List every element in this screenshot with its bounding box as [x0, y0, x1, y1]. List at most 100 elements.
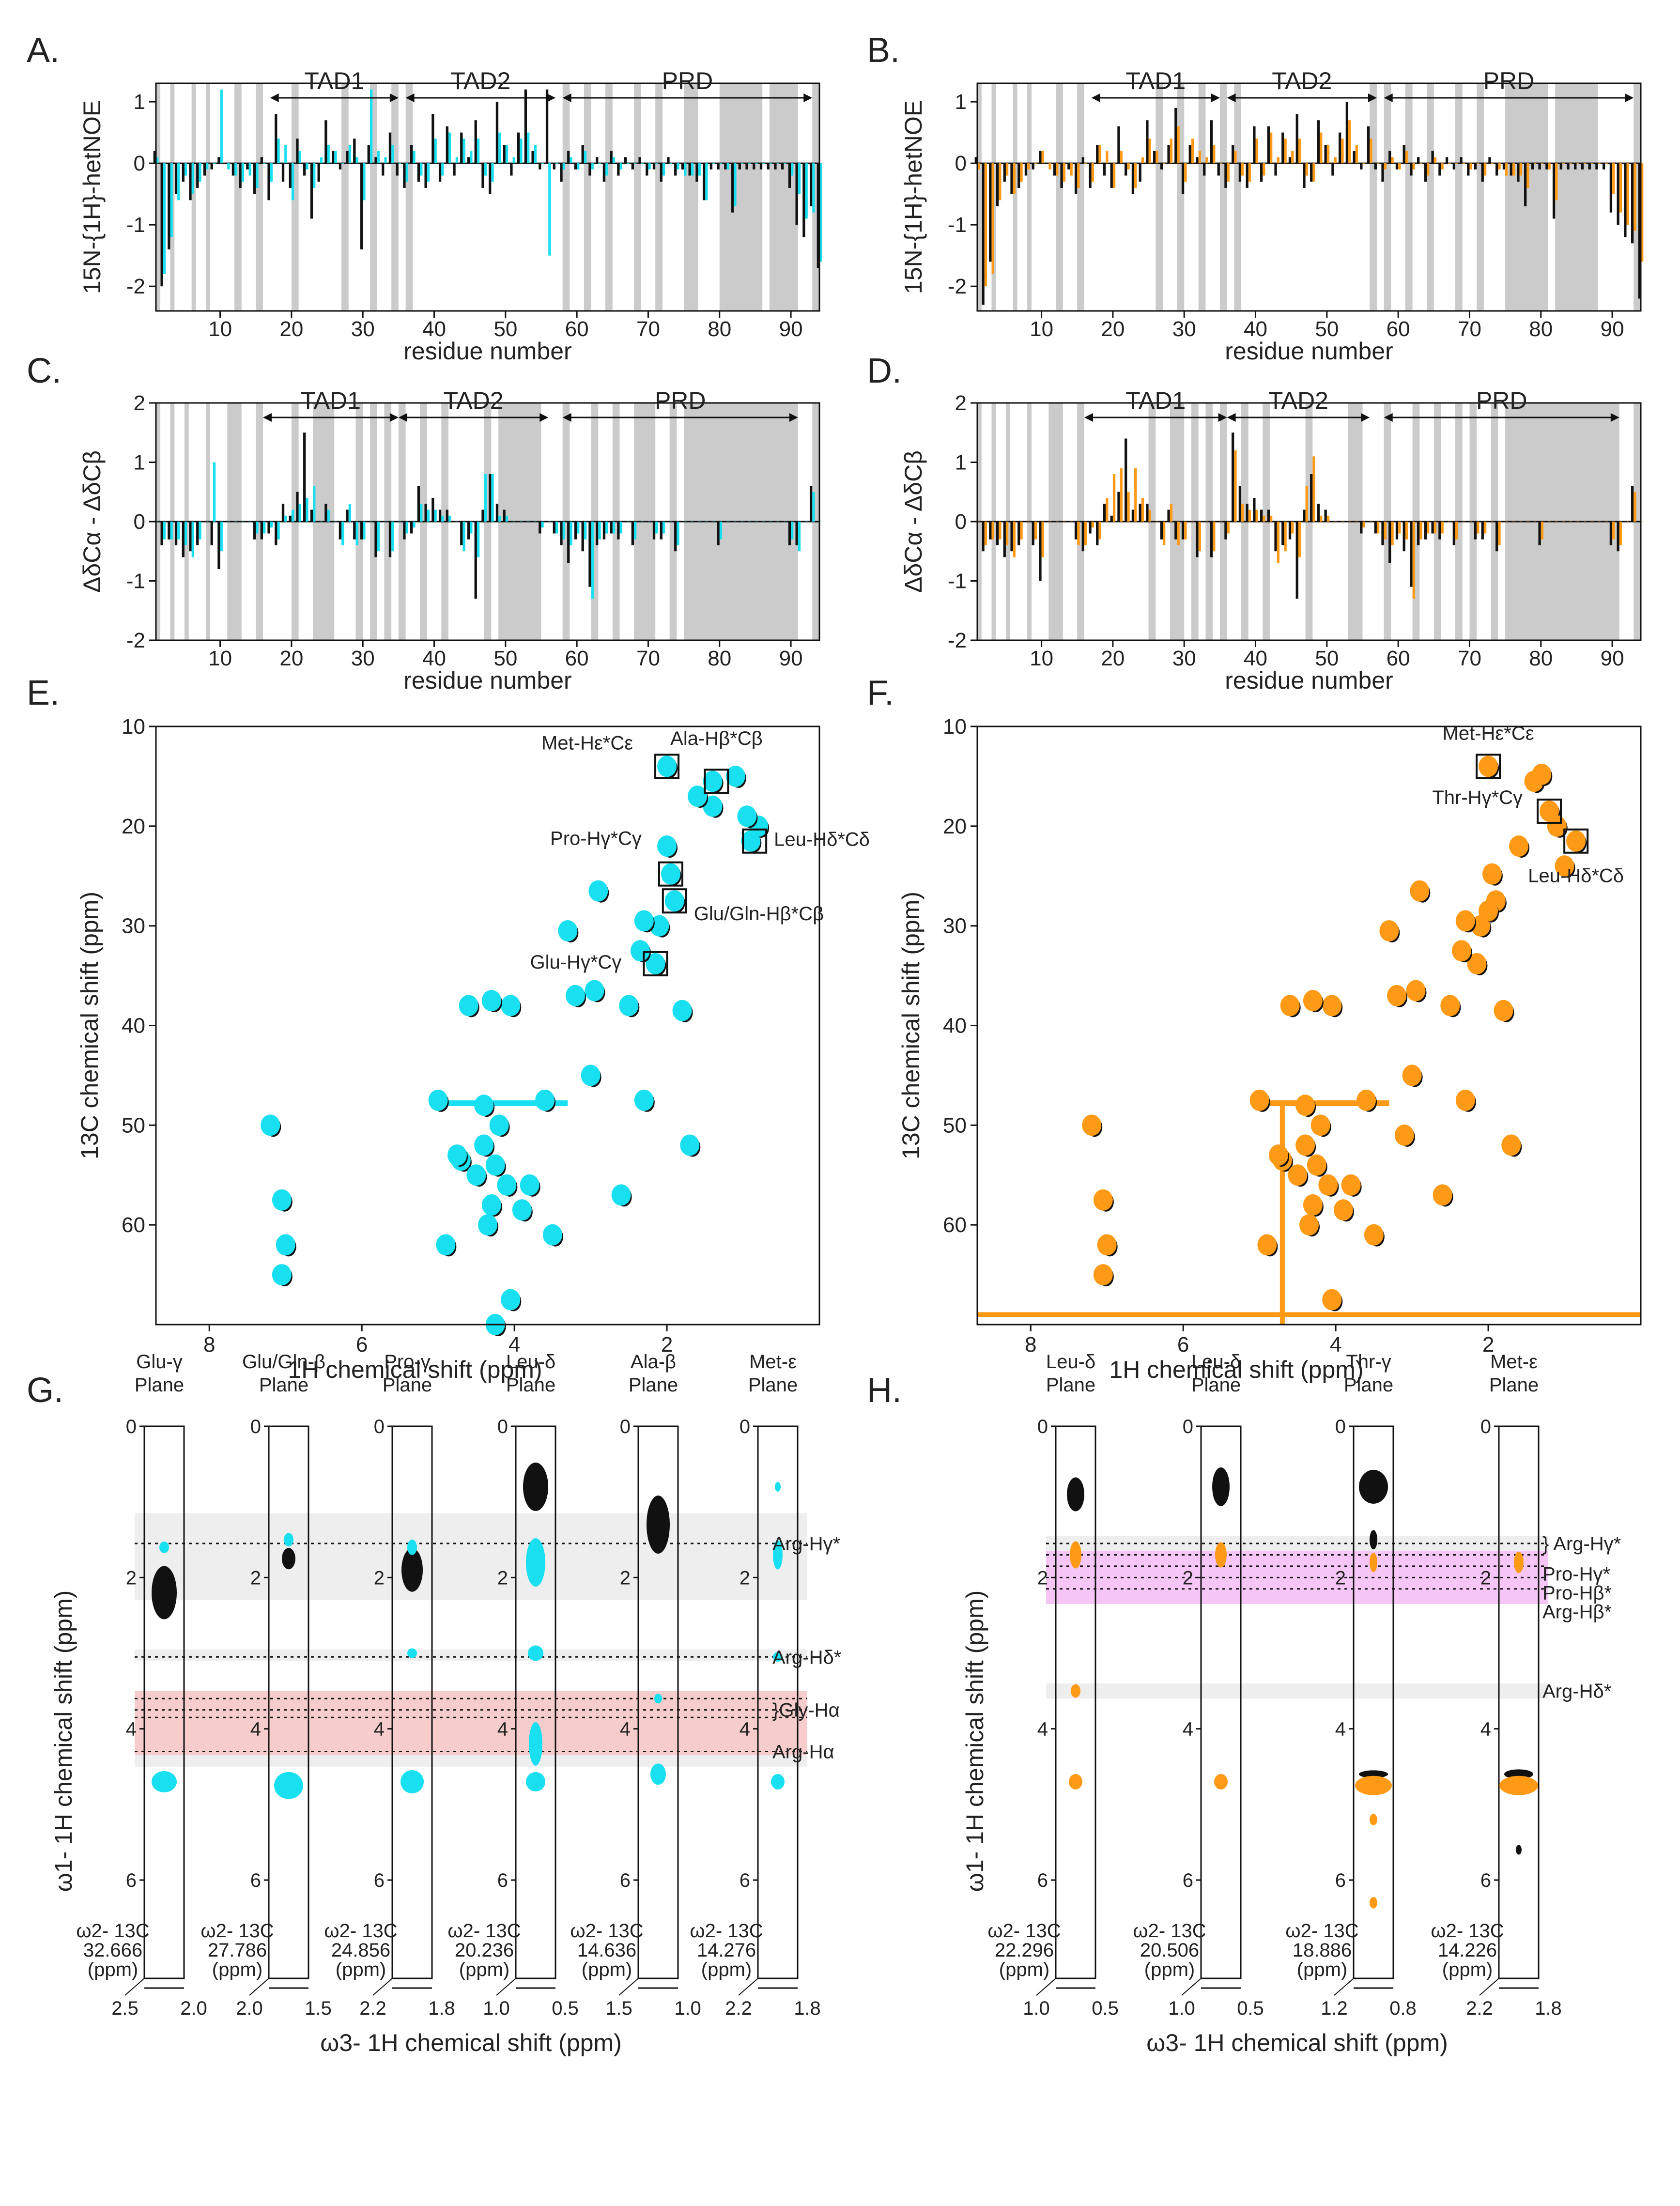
- bar-color: [434, 139, 437, 164]
- x-tick-label: 50: [1315, 317, 1339, 341]
- gray-band: [191, 83, 196, 311]
- c13-axis-label: ω2- 13C: [200, 1920, 274, 1942]
- gray-band: [1370, 83, 1377, 311]
- bar-color: [1398, 522, 1401, 534]
- bar-black: [1067, 163, 1070, 170]
- domain-label: TAD1: [304, 67, 364, 94]
- strip-peak: [1499, 1775, 1538, 1795]
- bar-color: [1548, 163, 1551, 170]
- bar-black: [1053, 163, 1056, 176]
- y-tick-label: 4: [1480, 1719, 1491, 1740]
- bar-color: [163, 522, 166, 540]
- bar-black: [1317, 120, 1320, 164]
- x-tick-label: 60: [1387, 647, 1410, 670]
- bar-black: [1324, 509, 1327, 522]
- bar-color: [1362, 522, 1365, 528]
- peak-color: [272, 1264, 292, 1286]
- shaded-band: [1046, 1683, 1548, 1699]
- y-axis-label: 15N-{1H}-hetNOE: [78, 100, 106, 294]
- x-axis-break: [496, 1978, 516, 1996]
- bar-black: [210, 522, 213, 545]
- bar-color: [1298, 139, 1301, 164]
- bar-black: [1125, 438, 1127, 522]
- bar-black: [545, 89, 549, 164]
- bar-color: [677, 522, 679, 545]
- bar-color: [1127, 492, 1130, 522]
- peak-color: [474, 1095, 494, 1116]
- bar-black: [410, 145, 413, 164]
- bar-color: [1505, 163, 1508, 176]
- bar-color: [1148, 139, 1151, 164]
- bar-black: [624, 157, 627, 164]
- bar-color: [470, 522, 473, 534]
- domain-arrowhead: [1384, 413, 1393, 422]
- x-tick-label: 1.8: [794, 1998, 821, 2019]
- bar-black: [602, 163, 606, 182]
- bar-black: [638, 157, 641, 164]
- bar-black: [1417, 522, 1420, 545]
- y-tick-label: 2: [497, 1567, 508, 1589]
- bar-color: [1134, 468, 1137, 522]
- c13-axis-label: ω2- 13C: [987, 1920, 1061, 1942]
- plot-frame: [155, 82, 820, 312]
- bar-black: [1174, 108, 1177, 164]
- y-tick-label: 30: [943, 914, 967, 938]
- bar-color: [1291, 151, 1294, 164]
- bar-black: [1353, 151, 1356, 164]
- strip-peak: [1370, 1530, 1377, 1550]
- bar-color: [220, 89, 223, 164]
- bar-color: [1041, 522, 1044, 557]
- bar-black: [453, 163, 456, 176]
- bar-color: [1098, 522, 1101, 540]
- bar-color: [427, 509, 430, 522]
- strip-title-plane: Plane: [383, 1374, 432, 1396]
- bar-black: [795, 163, 798, 225]
- bar-black: [281, 504, 285, 522]
- bar-black: [788, 163, 791, 188]
- domain-arrowhead: [405, 93, 415, 102]
- strip-peak: [1069, 1774, 1082, 1789]
- bar-black: [1295, 522, 1298, 599]
- bar-color: [1391, 522, 1394, 545]
- bar-black: [1003, 522, 1006, 557]
- x-axis-label: 1H chemical shift (ppm): [1109, 1356, 1363, 1383]
- x-tick-label: 90: [779, 647, 803, 670]
- x-tick-label: 30: [351, 647, 375, 670]
- bar-color: [170, 522, 173, 540]
- y-tick-label: 4: [1335, 1719, 1346, 1740]
- gray-band: [1077, 83, 1084, 311]
- bar-color: [684, 163, 687, 176]
- bar-black: [1032, 163, 1034, 170]
- bar-black: [1395, 522, 1399, 540]
- x-tick-label: 8: [1025, 1333, 1036, 1357]
- bar-black: [1089, 522, 1092, 534]
- bar-color: [1405, 151, 1408, 164]
- c13-axis-label: ω2- 13C: [324, 1920, 397, 1942]
- bar-black: [1024, 163, 1028, 176]
- bar-color: [1598, 163, 1601, 164]
- peak-color: [703, 771, 723, 792]
- bar-color: [220, 522, 223, 552]
- bar-color: [1320, 515, 1323, 522]
- domain-label: TAD2: [450, 67, 510, 94]
- peak-color: [1364, 1224, 1384, 1246]
- strip-title-plane: Plane: [1489, 1374, 1539, 1396]
- bar-color: [1298, 522, 1301, 557]
- bar-black: [1460, 157, 1463, 164]
- y-tick-label: 0: [134, 510, 145, 534]
- panel-label: E.: [27, 674, 60, 712]
- domain-label: TAD1: [301, 387, 361, 414]
- bar-black: [182, 522, 185, 557]
- domain-arrowhead: [562, 413, 571, 422]
- bar-color: [1441, 163, 1444, 170]
- bar-black: [560, 163, 563, 182]
- domain-label: TAD2: [443, 387, 503, 414]
- bar-black: [1438, 163, 1441, 176]
- bar-black: [1510, 163, 1512, 176]
- bar-black: [1274, 522, 1277, 552]
- x-axis-break: [372, 1978, 393, 1996]
- peak-color: [1303, 1194, 1323, 1216]
- gray-band: [584, 83, 591, 311]
- c13-unit: (ppm): [582, 1959, 632, 1980]
- bar-color: [791, 522, 794, 540]
